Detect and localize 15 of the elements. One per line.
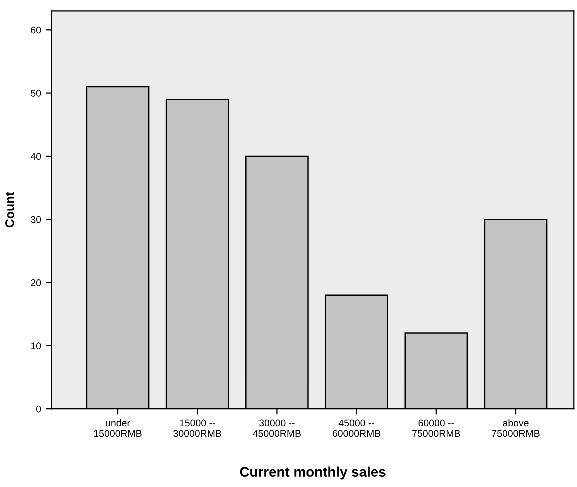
x-tick-label: above 75000RMB — [492, 419, 540, 438]
y-tick-label: 40 — [30, 153, 42, 160]
y-tick-label: 50 — [31, 90, 42, 97]
y-tick-label: 20 — [31, 280, 42, 286]
y-tick-label: 0 — [36, 406, 42, 413]
y-tick-label: 60 — [31, 26, 42, 34]
y-axis-title: Count — [5, 192, 14, 228]
y-tick-label: 10 — [31, 342, 42, 350]
x-axis-title: Current monthly sales — [240, 466, 386, 480]
x-tick-label: under 15000RMB — [94, 419, 142, 438]
x-tick-label: 30000 -- 45000RMB — [253, 420, 302, 438]
x-tick-label: 45000 -- 60000RMB — [332, 420, 381, 438]
x-tick-label: 60000 -- 75000RMB — [412, 420, 460, 438]
x-tick-label: 15000 -- 30000RMB — [174, 420, 222, 438]
y-tick-label: 30 — [31, 216, 42, 224]
